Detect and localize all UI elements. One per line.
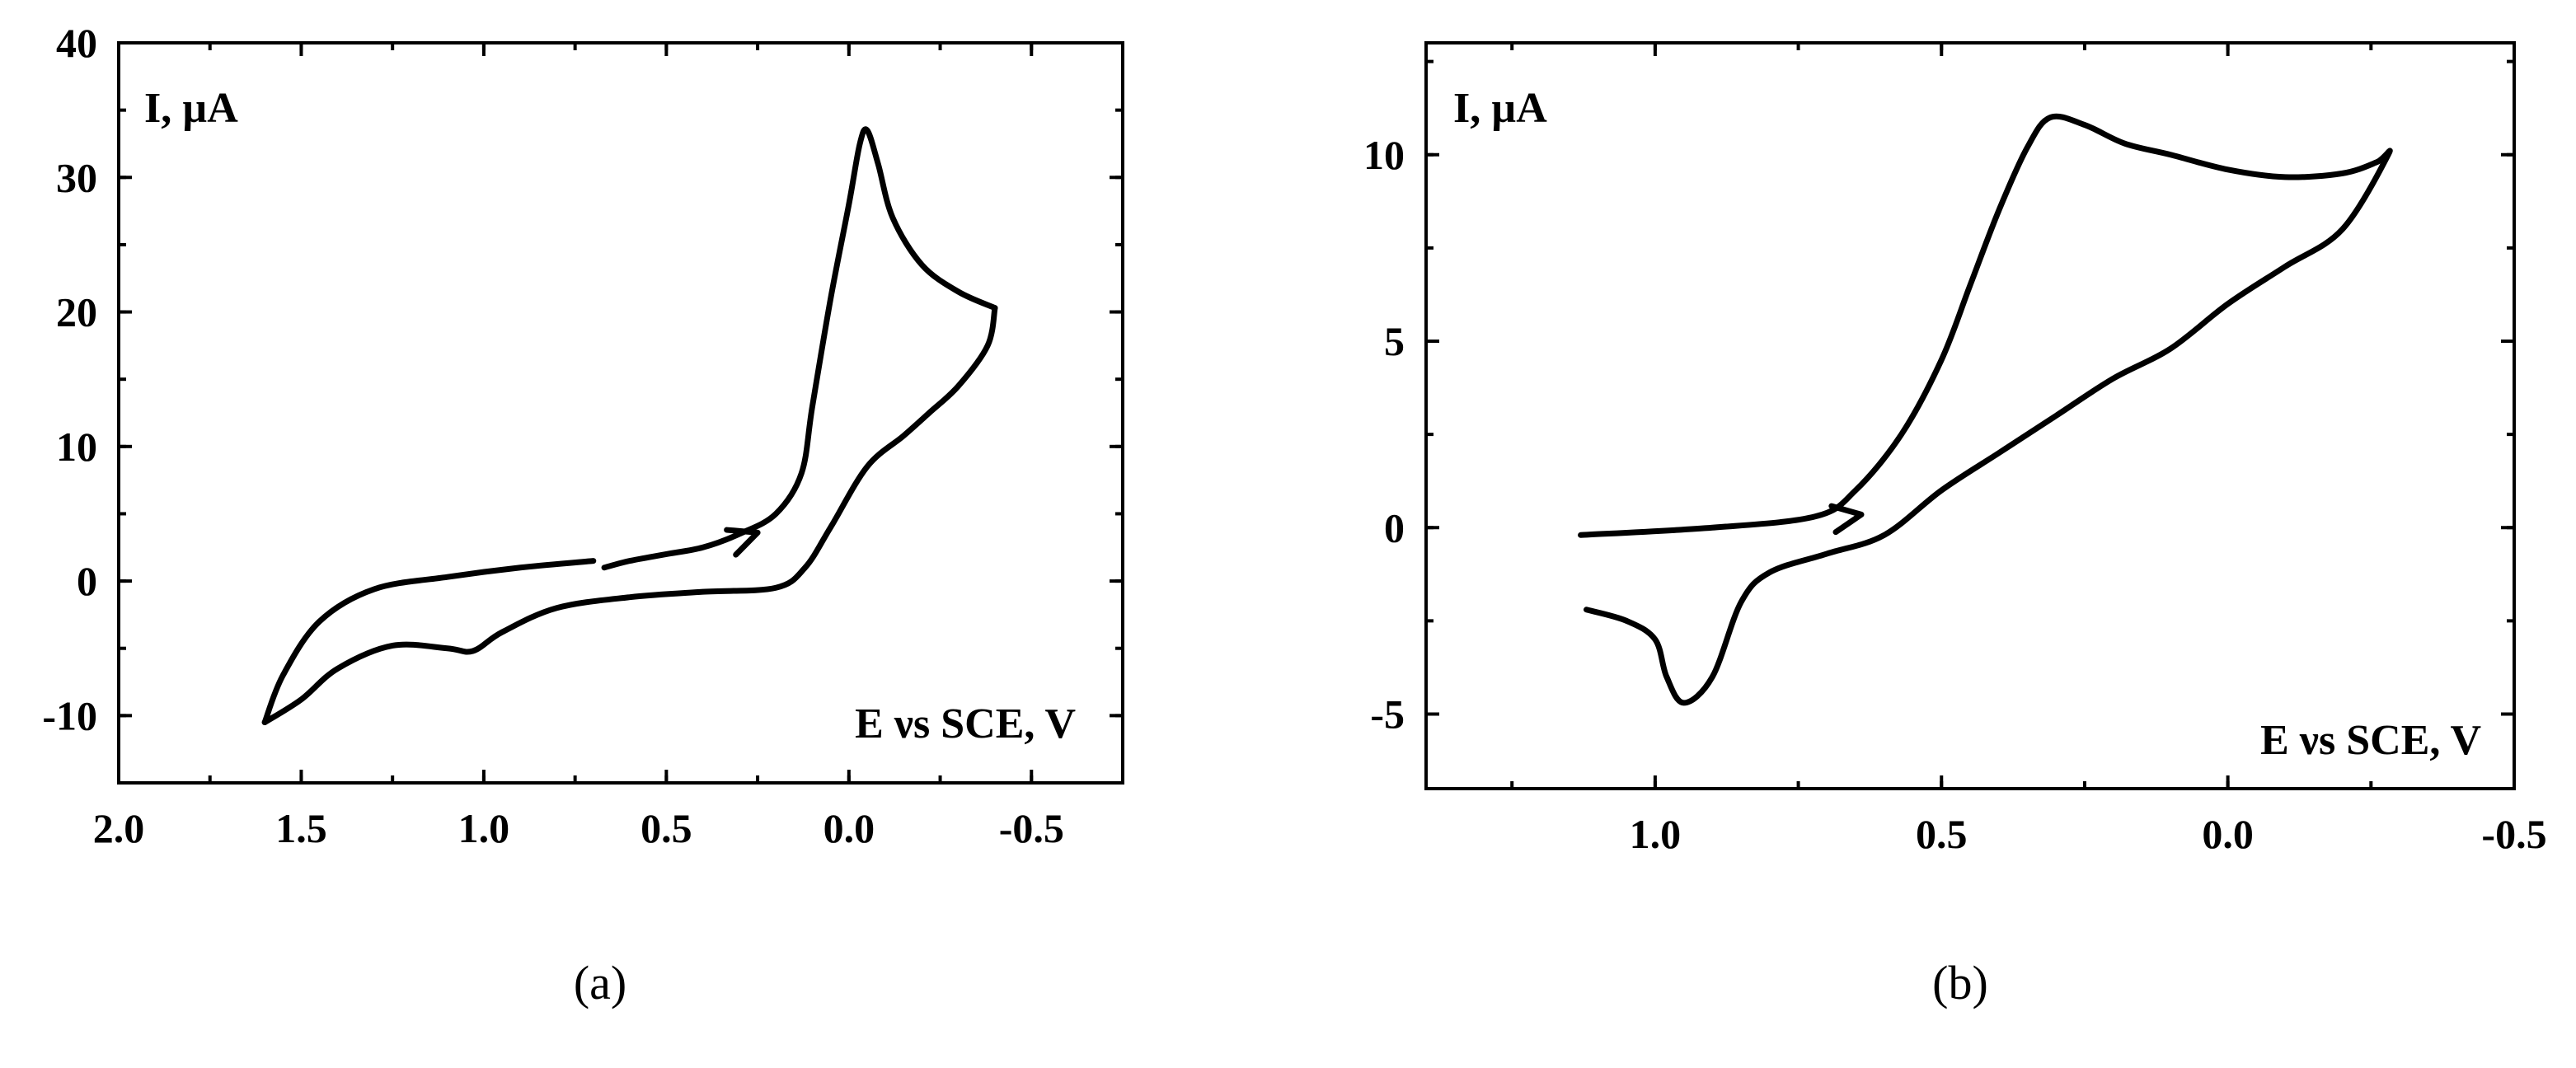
chart-a-x-ticks: 2.0 1.5 1.0 0.5 0.0 -0.5 <box>93 43 1124 851</box>
chart-a-series-line <box>601 126 998 571</box>
chart-b-y-ticks: -5 0 5 10 <box>1363 59 2514 738</box>
chart-a-series-line <box>261 305 998 726</box>
chart-a-x-tick-label: 0.5 <box>640 805 692 851</box>
chart-a-scan-arrow <box>724 527 761 558</box>
chart-a-x-tick-label: 1.0 <box>458 805 510 851</box>
chart-b-x-tick-label: 0.5 <box>1916 811 1968 857</box>
chart-a-curves <box>261 126 998 726</box>
chart-b-x-tick-label: -0.5 <box>2481 811 2546 857</box>
chart-a-frame <box>117 41 1124 785</box>
chart-a-y-tick-label: 10 <box>56 424 97 470</box>
chart-a-panel-label: (a) <box>574 956 626 1009</box>
chart-a-y-tick-label: 0 <box>77 558 97 604</box>
chart-a-x-tick-label: 2.0 <box>93 805 145 851</box>
chart-b-frame <box>1424 41 2516 790</box>
chart-b-curves <box>1578 113 2393 706</box>
chart-b-x-tick-label: 1.0 <box>1630 811 1682 857</box>
chart-a-y-ticks: -10 0 10 20 30 40 <box>42 20 1123 785</box>
chart-a-y-tick-label: -10 <box>42 692 97 738</box>
chart-a-y-tick-label: 20 <box>56 289 97 335</box>
chart-b-y-tick-label: 10 <box>1363 132 1405 178</box>
chart-a-x-tick-label: 1.5 <box>275 805 327 851</box>
chart-b-x-tick-label: 0.0 <box>2202 811 2254 857</box>
chart-a-y-tick-label: 30 <box>56 154 97 200</box>
chart-a-x-tick-label: 0.0 <box>823 805 875 851</box>
chart-b-x-axis-title: E νs SCE, V <box>2260 717 2481 764</box>
chart-b-scan-arrow <box>1828 503 1865 536</box>
chart-a-y-tick-label: 40 <box>56 20 97 66</box>
chart-b-y-tick-label: 0 <box>1384 504 1405 550</box>
chart-b-panel-label: (b) <box>1932 956 1988 1009</box>
chart-b-series-line <box>1578 113 2393 706</box>
chart-a-x-axis-title: E νs SCE, V <box>855 700 1076 747</box>
chart-b: 1.0 0.5 0.0 -0.5 -5 0 5 10 I, µA E νs SCE, V (… <box>1363 41 2547 1009</box>
chart-a: 2.0 1.5 1.0 0.5 0.0 -0.5 -10 0 10 20 30 40 I, µA E… <box>42 20 1124 1009</box>
chart-b-y-tick-label: -5 <box>1370 691 1405 738</box>
chart-a-series-line <box>261 558 597 726</box>
chart-b-x-ticks: 1.0 0.5 0.0 -0.5 <box>1510 43 2547 857</box>
chart-b-y-tick-label: 5 <box>1384 318 1405 364</box>
chart-a-y-axis-title: I, µA <box>144 85 238 132</box>
chart-a-x-tick-label: -0.5 <box>999 805 1064 851</box>
chart-b-y-axis-title: I, µA <box>1453 85 1547 132</box>
